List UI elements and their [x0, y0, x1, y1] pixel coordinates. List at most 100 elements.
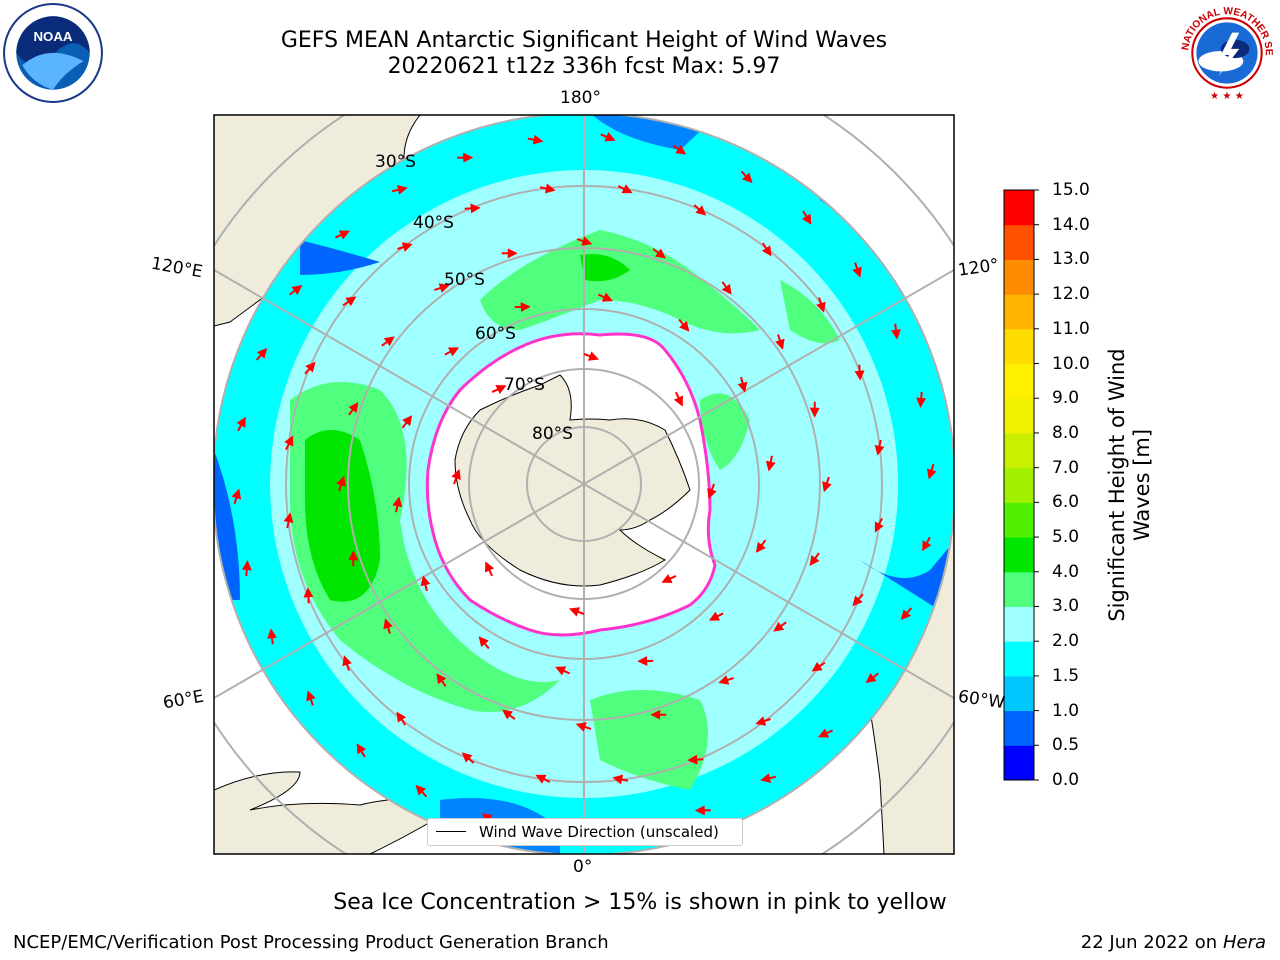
- wind-wave-arrow: [755, 716, 771, 726]
- colorbar-segment: [1004, 641, 1034, 677]
- wind-wave-arrow: [801, 210, 812, 225]
- colorbar-tick-label: 3.0: [1052, 596, 1080, 617]
- footer-host: Hera: [1222, 932, 1266, 953]
- colorbar-tick-label: 15.0: [1052, 180, 1090, 200]
- colorbar-label: Significant Height of Wind Waves [m]: [1105, 348, 1155, 621]
- wave-patch-north: [480, 230, 760, 334]
- noaa-logo: NOAA: [3, 3, 103, 103]
- wind-wave-arrow: [652, 248, 666, 259]
- wind-wave-arrow: [391, 185, 408, 195]
- wind-wave-arrow: [568, 607, 585, 617]
- wind-wave-arrow: [451, 468, 461, 485]
- wind-wave-arrow: [765, 455, 776, 472]
- colorbar-segment: [1004, 571, 1034, 607]
- colorbar-frame: [1003, 189, 1035, 781]
- wind-wave-arrow: [401, 415, 413, 429]
- wind-wave-arrow: [396, 711, 407, 726]
- wind-wave-arrow: [816, 297, 826, 313]
- lat-label-40s: 40°S: [413, 213, 454, 233]
- colorbar-tick-label: 4.0: [1052, 561, 1080, 582]
- svg-text:NOAA: NOAA: [33, 29, 72, 44]
- legend-line-sample: [436, 831, 466, 832]
- wind-wave-arrow: [289, 284, 303, 296]
- colorbar-segment: [1004, 224, 1034, 260]
- wind-wave-arrow: [576, 236, 593, 246]
- wind-wave-arrow: [761, 242, 772, 257]
- wind-wave-arrow: [926, 463, 937, 480]
- wind-wave-arrow: [661, 573, 677, 583]
- wind-wave-arrow: [342, 296, 357, 307]
- wind-wave-arrow: [922, 536, 932, 552]
- svg-text:★ ★ ★: ★ ★ ★: [1210, 91, 1244, 102]
- legend-text: Wind Wave Direction (unscaled): [479, 823, 719, 841]
- footer-date: 22 Jun 2022 on Hera: [1081, 932, 1266, 953]
- wind-wave-arrow: [693, 204, 707, 216]
- wind-wave-arrow: [755, 539, 767, 553]
- wind-wave-arrow: [852, 593, 864, 607]
- wind-wave-arrow: [740, 170, 753, 184]
- colorbar-tick-label: 0.5: [1052, 735, 1080, 756]
- footer-date-text: 22 Jun 2022 on: [1080, 932, 1218, 953]
- wind-wave-arrow: [673, 391, 683, 407]
- sea-ice-note: Sea Ice Concentration > 15% is shown in …: [333, 890, 947, 915]
- wind-wave-arrow: [555, 666, 571, 676]
- lat-label-70s: 70°S: [504, 375, 545, 395]
- colorbar-segment: [1004, 537, 1034, 573]
- colorbar-tick-label: 6.0: [1052, 492, 1080, 513]
- wind-wave-arrow: [718, 675, 734, 685]
- wind-wave-arrow: [283, 512, 294, 529]
- wind-wave-arrow: [597, 292, 613, 302]
- colorbar-tick-label: 1.5: [1052, 665, 1080, 686]
- colorbar-label-line1: Significant Height of Wind: [1105, 348, 1129, 622]
- wind-wave-arrow: [687, 754, 704, 765]
- wind-wave-arrow: [874, 439, 885, 456]
- wind-wave-arrow: [900, 607, 913, 621]
- wind-wave-arrow: [874, 517, 884, 533]
- wind-wave-arrow: [392, 496, 403, 513]
- wind-wave-arrow: [461, 752, 475, 764]
- colorbar-segment: [1004, 328, 1034, 365]
- wind-wave-arrow: [890, 323, 901, 340]
- colorbar-tick-label: 1.0: [1052, 700, 1080, 721]
- wind-wave-arrow: [773, 621, 787, 632]
- wind-wave-arrow: [436, 673, 447, 687]
- colorbar-tick-label: 9.0: [1052, 388, 1080, 409]
- wind-wave-arrow: [304, 361, 316, 375]
- colorbar-tick-label: 2.0: [1052, 631, 1080, 652]
- wind-wave-arrow: [306, 690, 316, 706]
- wind-wave-arrow: [336, 475, 346, 492]
- wind-wave-arrow: [342, 655, 352, 671]
- wind-wave-arrow: [255, 347, 268, 361]
- wind-wave-arrow: [236, 416, 246, 432]
- wind-wave-arrow: [527, 134, 544, 145]
- colorbar-segment: [1004, 606, 1034, 642]
- colorbar-segment: [1004, 675, 1034, 712]
- wind-wave-arrow: [617, 184, 633, 194]
- wind-wave-arrow: [535, 774, 551, 784]
- wind-wave-arrow: [502, 709, 516, 720]
- colorbar-tick-label: 14.0: [1052, 214, 1090, 235]
- lat-label-50s: 50°S: [444, 270, 485, 290]
- colorbar-tick-label: 13.0: [1052, 249, 1090, 270]
- wind-wave-arrow: [485, 561, 495, 577]
- wind-wave-arrow: [575, 722, 592, 732]
- wind-wave-arrow: [775, 334, 785, 350]
- wind-wave-arrow: [822, 476, 832, 493]
- colorbar-segment: [1004, 710, 1034, 746]
- map-title-line2: 20220621 t12z 336h fcst Max: 5.97: [387, 54, 781, 79]
- colorbar-segment: [1004, 745, 1034, 781]
- wind-wave-arrow: [600, 132, 616, 142]
- wind-wave-arrow: [231, 488, 242, 505]
- colorbar-tick-label: 11.0: [1052, 318, 1090, 339]
- wind-wave-arrow: [415, 784, 428, 798]
- wind-wave-arrow: [916, 391, 927, 408]
- wind-wave-arrow: [811, 661, 826, 672]
- wind-wave-arrow: [356, 743, 367, 758]
- colorbar-tick-label: 0.0: [1052, 770, 1080, 790]
- colorbar-segment: [1004, 432, 1034, 469]
- wind-wave-arrow: [444, 347, 460, 357]
- wind-wave-arrow: [539, 183, 556, 194]
- wind-wave-arrow: [491, 385, 507, 395]
- wind-wave-arrow: [760, 773, 777, 783]
